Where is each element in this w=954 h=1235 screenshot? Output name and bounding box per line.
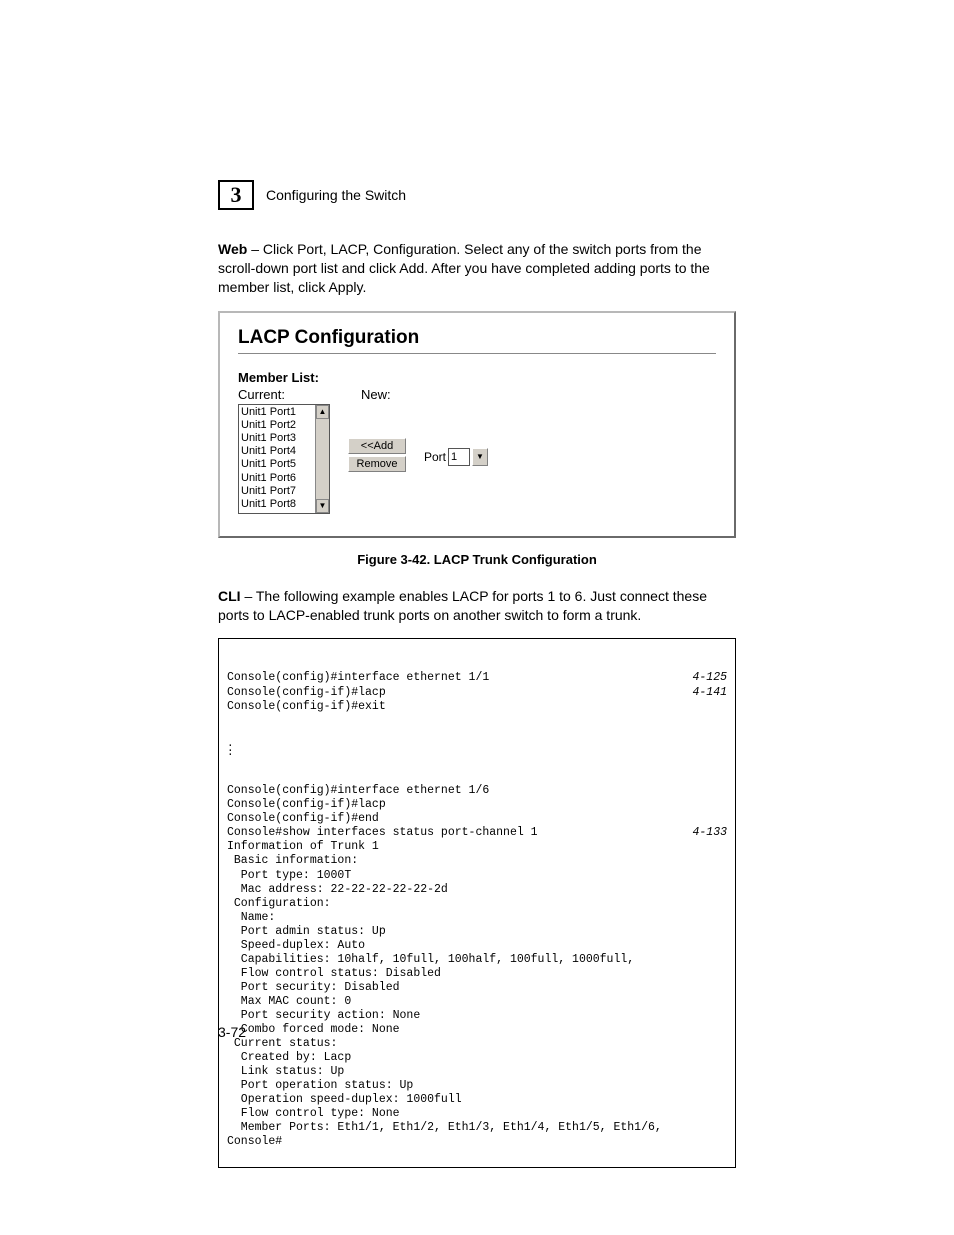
cli-line: Console(config-if)#exit <box>227 700 727 714</box>
cli-line: Console(config-if)#lacp4-141 <box>227 686 727 700</box>
cli-output-box: Console(config)#interface ethernet 1/14-… <box>218 638 736 1167</box>
remove-button[interactable]: Remove <box>348 456 406 472</box>
cli-line: Mac address: 22-22-22-22-22-2d <box>227 883 727 897</box>
lacp-config-panel: LACP Configuration Member List: Current:… <box>218 311 736 538</box>
cli-line: Capabilities: 10half, 10full, 100half, 1… <box>227 953 727 967</box>
port-input[interactable]: 1 <box>448 448 470 466</box>
cli-line: Basic information: <box>227 854 727 868</box>
cli-lead: CLI <box>218 588 241 604</box>
figure-caption: Figure 3-42. LACP Trunk Configuration <box>218 552 736 567</box>
panel-title: LACP Configuration <box>238 327 716 349</box>
button-column: <<Add Remove <box>348 438 406 472</box>
cli-line: Port admin status: Up <box>227 925 727 939</box>
cli-line: Flow control status: Disabled <box>227 967 727 981</box>
scroll-down-icon[interactable]: ▼ <box>316 499 329 513</box>
web-text: – Click Port, LACP, Configuration. Selec… <box>218 241 710 295</box>
cli-paragraph: CLI – The following example enables LACP… <box>218 587 736 625</box>
page-number: 3-72 <box>218 1024 246 1040</box>
web-lead: Web <box>218 241 247 257</box>
cli-line: Max MAC count: 0 <box>227 995 727 1009</box>
cli-line: Console(config)#interface ethernet 1/6 <box>227 784 727 798</box>
cli-line: Member Ports: Eth1/1, Eth1/2, Eth1/3, Et… <box>227 1121 727 1135</box>
page-header: 3 Configuring the Switch <box>218 180 736 210</box>
cli-text: – The following example enables LACP for… <box>218 588 707 623</box>
cli-line: Console(config-if)#lacp <box>227 798 727 812</box>
cli-line: Created by: Lacp <box>227 1051 727 1065</box>
current-label: Current: <box>238 387 361 402</box>
scroll-up-icon[interactable]: ▲ <box>316 405 329 419</box>
port-label: Port <box>424 450 446 464</box>
cli-line: Console# <box>227 1135 727 1149</box>
cli-line: Combo forced mode: None <box>227 1023 727 1037</box>
cli-line: Port type: 1000T <box>227 869 727 883</box>
cli-line: Name: <box>227 911 727 925</box>
cli-line: Port security action: None <box>227 1009 727 1023</box>
cli-line: Console(config)#interface ethernet 1/14-… <box>227 671 727 685</box>
current-port-listbox[interactable]: Unit1 Port1 Unit1 Port2 Unit1 Port3 Unit… <box>238 404 330 514</box>
cli-line: Console(config-if)#end <box>227 812 727 826</box>
new-port-selector: Port 1 ▼ <box>424 448 488 466</box>
cli-line: Information of Trunk 1 <box>227 840 727 854</box>
port-dropdown-icon[interactable]: ▼ <box>472 448 488 466</box>
chapter-number-icon: 3 <box>218 180 254 210</box>
cli-line: Current status: <box>227 1037 727 1051</box>
new-label: New: <box>361 387 391 402</box>
cli-line: Link status: Up <box>227 1065 727 1079</box>
cli-line: Port security: Disabled <box>227 981 727 995</box>
cli-line: Configuration: <box>227 897 727 911</box>
cli-line: Console#show interfaces status port-chan… <box>227 826 727 840</box>
cli-line: Operation speed-duplex: 1000full <box>227 1093 727 1107</box>
list-labels-row: Current: New: <box>238 387 716 402</box>
member-list-row: Unit1 Port1 Unit1 Port2 Unit1 Port3 Unit… <box>238 404 716 514</box>
member-list-label: Member List: <box>238 370 716 385</box>
cli-line: Port operation status: Up <box>227 1079 727 1093</box>
listbox-scrollbar[interactable]: ▲ ▼ <box>315 405 329 513</box>
cli-ellipsis: ... <box>227 742 727 757</box>
cli-line: Speed-duplex: Auto <box>227 939 727 953</box>
section-title: Configuring the Switch <box>266 187 406 203</box>
panel-divider <box>238 353 716 354</box>
cli-line: Flow control type: None <box>227 1107 727 1121</box>
web-paragraph: Web – Click Port, LACP, Configuration. S… <box>218 240 736 297</box>
add-button[interactable]: <<Add <box>348 438 406 454</box>
